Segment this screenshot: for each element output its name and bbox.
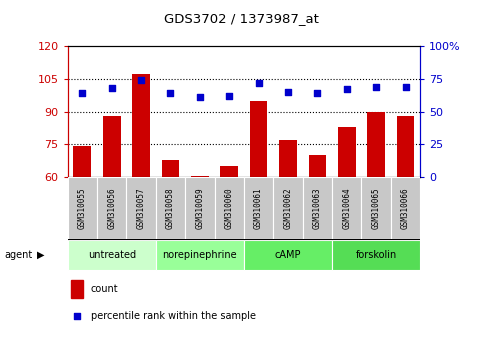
- Text: GSM310055: GSM310055: [78, 187, 87, 229]
- Bar: [191, 176, 209, 177]
- Text: GSM310056: GSM310056: [107, 187, 116, 229]
- Text: forskolin: forskolin: [355, 250, 397, 260]
- Bar: [244, 177, 273, 239]
- Bar: [303, 177, 332, 239]
- Text: GSM310063: GSM310063: [313, 187, 322, 229]
- Bar: [156, 240, 244, 270]
- Bar: [127, 177, 156, 239]
- Bar: [73, 147, 91, 177]
- Point: [108, 85, 115, 91]
- Point: [78, 90, 86, 96]
- Point: [402, 84, 410, 90]
- Text: GSM310060: GSM310060: [225, 187, 234, 229]
- Bar: [132, 74, 150, 177]
- Text: agent: agent: [5, 250, 33, 260]
- Point: [255, 80, 262, 86]
- Text: percentile rank within the sample: percentile rank within the sample: [90, 311, 256, 321]
- Text: cAMP: cAMP: [275, 250, 301, 260]
- Bar: [367, 112, 385, 177]
- Bar: [97, 177, 127, 239]
- Text: GSM310059: GSM310059: [195, 187, 204, 229]
- Bar: [338, 127, 355, 177]
- Bar: [332, 240, 420, 270]
- Bar: [244, 240, 332, 270]
- Point: [73, 313, 81, 319]
- Point: [196, 94, 204, 100]
- Bar: [309, 155, 326, 177]
- Bar: [71, 280, 84, 298]
- Point: [313, 90, 321, 96]
- Point: [226, 93, 233, 99]
- Text: GSM310057: GSM310057: [137, 187, 145, 229]
- Point: [167, 90, 174, 96]
- Bar: [68, 177, 97, 239]
- Bar: [273, 177, 303, 239]
- Text: norepinephrine: norepinephrine: [162, 250, 237, 260]
- Bar: [103, 116, 120, 177]
- Text: GSM310062: GSM310062: [284, 187, 293, 229]
- Bar: [68, 240, 156, 270]
- Bar: [397, 116, 414, 177]
- Point: [343, 86, 351, 92]
- Point: [284, 89, 292, 95]
- Text: GSM310065: GSM310065: [371, 187, 381, 229]
- Text: ▶: ▶: [37, 250, 45, 260]
- Bar: [162, 160, 179, 177]
- Text: GSM310061: GSM310061: [254, 187, 263, 229]
- Bar: [250, 101, 268, 177]
- Bar: [332, 177, 361, 239]
- Point: [372, 84, 380, 90]
- Text: GSM310066: GSM310066: [401, 187, 410, 229]
- Point: [137, 77, 145, 83]
- Bar: [156, 177, 185, 239]
- Text: count: count: [90, 284, 118, 294]
- Text: GDS3702 / 1373987_at: GDS3702 / 1373987_at: [164, 12, 319, 25]
- Text: GSM310064: GSM310064: [342, 187, 351, 229]
- Bar: [361, 177, 391, 239]
- Bar: [220, 166, 238, 177]
- Text: untreated: untreated: [87, 250, 136, 260]
- Text: GSM310058: GSM310058: [166, 187, 175, 229]
- Bar: [391, 177, 420, 239]
- Bar: [214, 177, 244, 239]
- Bar: [279, 140, 297, 177]
- Bar: [185, 177, 214, 239]
